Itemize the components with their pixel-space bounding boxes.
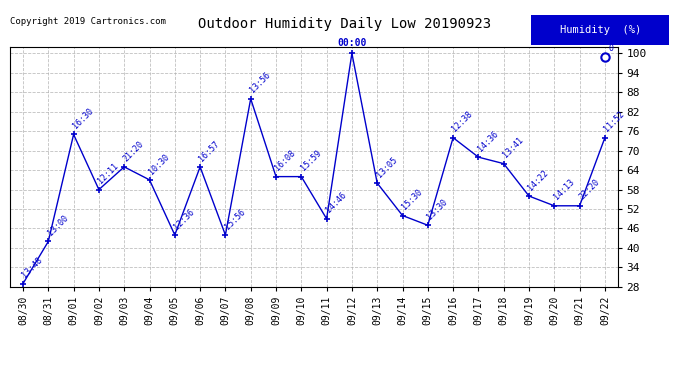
Text: 13:41: 13:41 [501, 136, 525, 160]
Text: 10:30: 10:30 [147, 152, 171, 176]
Text: 16:08: 16:08 [273, 148, 297, 173]
Text: Humidity  (%): Humidity (%) [560, 25, 641, 35]
Text: 12:38: 12:38 [451, 110, 475, 134]
Text: 15:30: 15:30 [400, 188, 424, 211]
Text: 14:13: 14:13 [552, 178, 575, 202]
Text: 13:56: 13:56 [248, 71, 272, 95]
Text: 13:30: 13:30 [425, 197, 449, 221]
Text: 12:36: 12:36 [172, 207, 196, 231]
Text: 11:52: 11:52 [602, 110, 627, 134]
Text: 00:00: 00:00 [337, 39, 366, 48]
Text: 12:11: 12:11 [97, 162, 120, 186]
Text: Copyright 2019 Cartronics.com: Copyright 2019 Cartronics.com [10, 17, 166, 26]
Text: 13:48: 13:48 [21, 256, 44, 280]
Text: 22:20: 22:20 [577, 178, 601, 202]
Text: 16:57: 16:57 [197, 139, 221, 163]
Text: 13:05: 13:05 [375, 155, 399, 179]
Text: 13:00: 13:00 [46, 213, 70, 238]
Text: 0: 0 [609, 44, 613, 53]
Text: 16:30: 16:30 [71, 106, 95, 130]
Text: 14:36: 14:36 [476, 129, 500, 153]
Text: 15:56: 15:56 [223, 207, 247, 231]
Text: 21:20: 21:20 [121, 139, 146, 163]
Text: 15:59: 15:59 [299, 148, 323, 173]
Text: 14:22: 14:22 [526, 168, 551, 192]
Text: 14:46: 14:46 [324, 191, 348, 215]
Text: Outdoor Humidity Daily Low 20190923: Outdoor Humidity Daily Low 20190923 [199, 17, 491, 31]
